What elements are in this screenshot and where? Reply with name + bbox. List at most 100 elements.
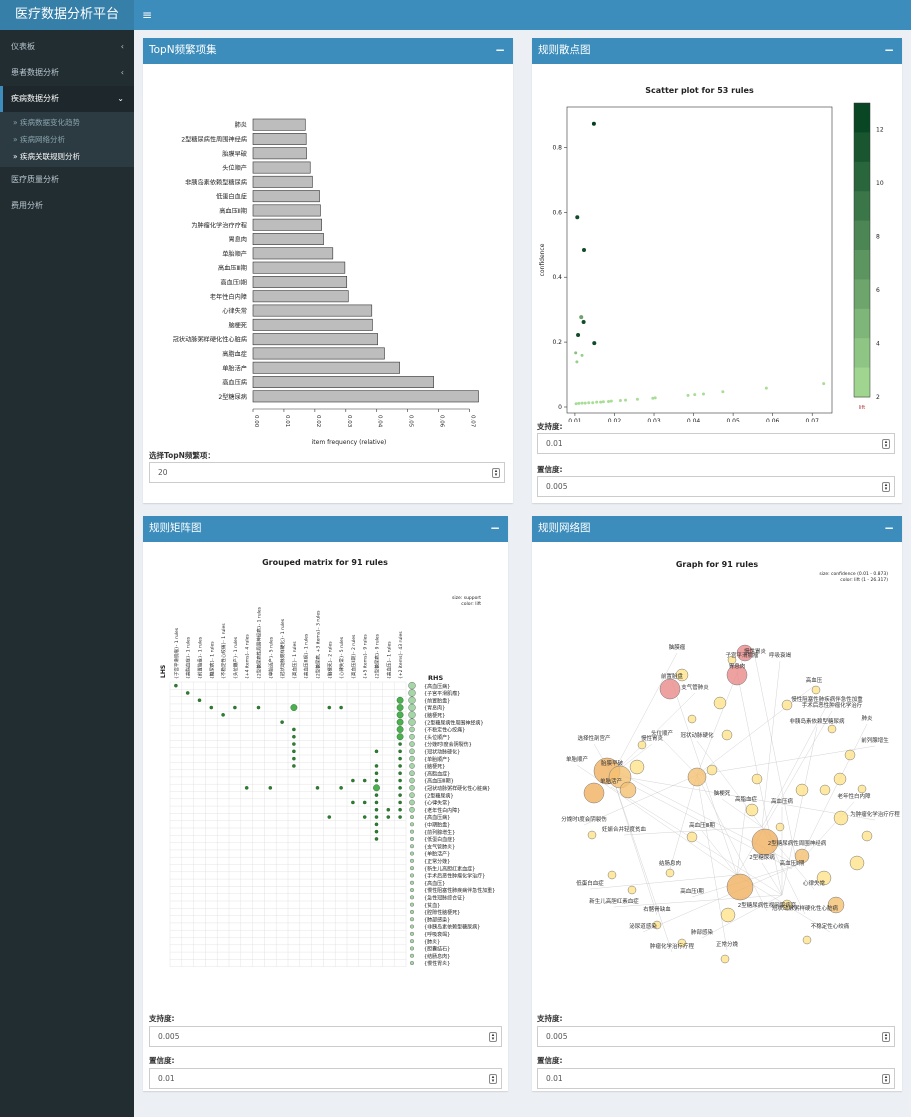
sidebar-subitem-disease-network[interactable]: » 疾病网络分析	[13, 135, 65, 144]
x-tick-label: 0.04	[687, 418, 701, 422]
legend-tick-label: 10	[876, 180, 884, 187]
graph-node	[687, 714, 697, 724]
rule-dot	[398, 793, 402, 797]
matrix-support-input[interactable]: 0.005 ▴ ▾	[149, 1026, 502, 1047]
rhs-dot	[410, 895, 415, 900]
bar	[252, 304, 373, 317]
topn-control-label: 选择TopN频繁项：	[149, 451, 215, 460]
spinner-icon[interactable]: ▴ ▾	[882, 1032, 890, 1042]
rhs-row-label: {慢性阻塞性肺疾病伴急性加重}	[424, 887, 495, 894]
rhs-row-label: {子宫平滑肌瘤}	[424, 690, 460, 697]
topn-number-input[interactable]: 20 ▴ ▾	[149, 462, 505, 483]
rhs-row-label: {高血压病}	[424, 814, 450, 821]
spinner-icon[interactable]: ▴ ▾	[489, 1032, 497, 1042]
network-confidence-input[interactable]: 0.01 ▴ ▾	[537, 1068, 895, 1089]
scatter-point	[764, 386, 768, 390]
legend-color-band	[854, 338, 870, 369]
collapse-button[interactable]: −	[883, 43, 894, 57]
bar	[252, 218, 322, 231]
spinner-icon[interactable]: ▴ ▾	[882, 439, 890, 449]
scatter-point	[581, 319, 586, 324]
scatter-support-input[interactable]: 0.01 ▴ ▾	[537, 433, 895, 454]
input-value: 0.01	[158, 1074, 175, 1083]
network-support-label: 支持度:	[537, 1014, 563, 1023]
spinner-icon[interactable]: ▴ ▾	[882, 1074, 890, 1084]
graph-edge	[721, 798, 763, 828]
rhs-row-label: {脑梗死}	[424, 763, 445, 770]
rule-dot	[197, 698, 202, 703]
grouped-matrix-plot: Grouped matrix for 91 rules size: support…	[160, 558, 495, 967]
node-label: 不稳定性心绞痛	[811, 922, 850, 930]
node-label: 肺部感染	[691, 928, 714, 936]
rule-dot	[327, 705, 332, 710]
rule-dot	[374, 793, 379, 797]
lhs-column-label: {前置胎盘}- 1 rules	[197, 636, 204, 679]
rhs-dot	[409, 770, 415, 777]
graph-edge	[696, 774, 768, 912]
graph-node	[795, 783, 809, 797]
spinner-icon[interactable]: ▴ ▾	[489, 1074, 497, 1084]
sidebar-item-disease-analysis[interactable]: 疾病数据分析 ⌄	[0, 86, 134, 112]
sidebar-subitem-association-rules[interactable]: » 疾病关联规则分析	[13, 152, 80, 161]
rule-dot	[362, 800, 367, 805]
sidebar-item-cost-analysis[interactable]: 费用分析	[0, 193, 134, 219]
node-label: 慢性胃炎	[641, 734, 664, 742]
rule-dot	[398, 786, 402, 790]
legend-color-band	[854, 132, 870, 163]
sidebar-subitem-disease-trend[interactable]: » 疾病数据变化趋势	[13, 118, 80, 127]
rhs-row-label: {高血压Ⅲ期}	[424, 778, 454, 785]
rhs-row-label: {单胎活产}	[424, 851, 450, 858]
lhs-column-label: {脑梗死}- 2 rules	[326, 641, 333, 679]
node-label: 慢性胃炎	[744, 647, 767, 655]
bar	[252, 175, 313, 188]
category-label: 高血压Ⅱ期	[219, 207, 247, 215]
sidebar-item-label: 医疗质量分析	[11, 175, 59, 184]
scatter-confidence-input[interactable]: 0.005 ▴ ▾	[537, 476, 895, 497]
graph-edge	[589, 874, 738, 890]
legend-tick-label: 2	[876, 394, 880, 401]
app-logo[interactable]: 医疗数据分析平台	[0, 0, 134, 30]
sidebar-subitem-label: 疾病网络分析	[19, 135, 65, 144]
sidebar-item-patient-analysis[interactable]: 患者数据分析 ‹	[0, 60, 134, 86]
rhs-dot	[410, 888, 415, 893]
node-label: 右髂骨缺血	[643, 905, 671, 913]
collapse-button[interactable]: −	[489, 521, 500, 535]
scatter-point	[624, 398, 628, 402]
graph-node	[686, 831, 698, 843]
sidebar-item-quality-analysis[interactable]: 医疗质量分析	[0, 167, 134, 193]
matrix-confidence-input[interactable]: 0.01 ▴ ▾	[149, 1068, 502, 1089]
legend-color-band	[854, 308, 870, 339]
category-label: 脑梗死	[228, 321, 247, 329]
rhs-dot	[409, 806, 415, 813]
collapse-button[interactable]: −	[883, 521, 894, 535]
sidebar-item-dashboard[interactable]: 仪表板 ‹	[0, 34, 134, 60]
rhs-row-label: {不稳定性心绞痛}	[424, 727, 465, 734]
graph-node	[587, 830, 597, 840]
rule-dot	[351, 778, 355, 783]
topn-bar-chart: 肺炎 2型糖尿病性周围神经病胎膜早破头位顺产非胰岛素依赖型糖尿病低蛋白血症高血压Ⅱ…	[173, 118, 479, 446]
lhs-label: LHS	[160, 665, 167, 678]
category-label: 胎膜早破	[222, 150, 247, 158]
spinner-icon[interactable]: ▴ ▾	[882, 482, 890, 492]
graph-edge	[736, 804, 747, 876]
category-label: 胃息肉	[228, 236, 247, 244]
rule-dot	[396, 696, 404, 704]
graph-node	[849, 855, 865, 871]
category-label: 肺炎	[235, 122, 247, 129]
sidebar-toggle-button[interactable]: ≡	[142, 5, 160, 25]
scatter-point	[701, 392, 705, 396]
rule-dot	[386, 815, 391, 819]
rhs-dot	[410, 902, 415, 907]
x-tick-label: 0.00	[253, 415, 259, 428]
network-support-input[interactable]: 0.005 ▴ ▾	[537, 1026, 895, 1047]
box-title: TopN频繁项集	[149, 44, 217, 56]
legend-color-label: color: lift	[461, 601, 481, 607]
rule-dot	[362, 778, 367, 783]
rhs-dot	[409, 763, 415, 769]
rhs-dot	[410, 880, 415, 885]
spinner-icon[interactable]: ▴ ▾	[492, 468, 500, 478]
bar	[252, 333, 378, 346]
collapse-button[interactable]: −	[494, 43, 505, 57]
matrix-box-header: 规则矩阵图 −	[143, 516, 508, 542]
rule-dot	[185, 691, 190, 695]
